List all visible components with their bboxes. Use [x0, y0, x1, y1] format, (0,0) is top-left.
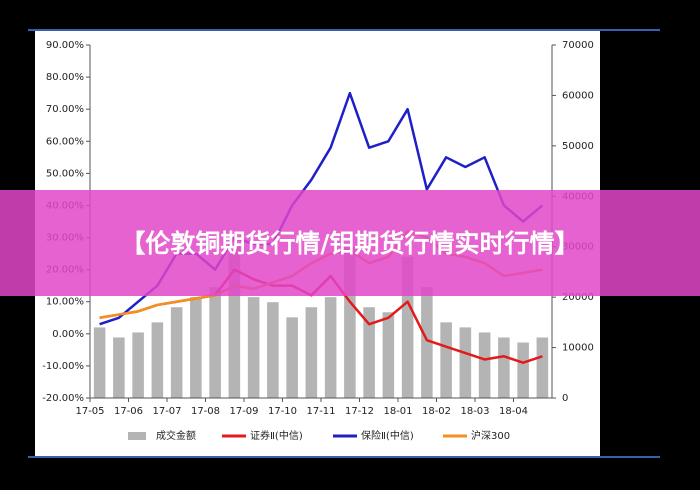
- bar: [247, 297, 260, 398]
- bar: [324, 297, 337, 398]
- bar: [190, 297, 202, 398]
- x-tick-label: 17-05: [75, 406, 104, 417]
- bar: [478, 332, 491, 398]
- y-tick-label: 90.00%: [46, 40, 84, 51]
- bar: [151, 322, 164, 398]
- y2-tick-label: 70000: [562, 40, 594, 51]
- bar: [459, 327, 472, 398]
- y-tick-label: 70.00%: [46, 104, 84, 115]
- y-tick-label: 50.00%: [46, 168, 84, 179]
- banner: 【伦敦铜期货行情/钼期货行情实时行情】: [0, 190, 700, 296]
- banner-text: 【伦敦铜期货行情/钼期货行情实时行情】: [120, 228, 580, 258]
- x-tick-label: 17-08: [191, 406, 220, 417]
- bar: [305, 307, 318, 398]
- x-tick-label: 17-12: [345, 406, 374, 417]
- bar: [440, 322, 452, 398]
- y2-tick-label: 50000: [562, 141, 594, 152]
- x-tick-label: 17-09: [229, 406, 258, 417]
- bar: [401, 256, 414, 398]
- x-tick-label: 18-01: [383, 406, 412, 417]
- bar: [536, 337, 549, 398]
- x-tick-label: 17-06: [114, 406, 143, 417]
- y-tick-label: 80.00%: [46, 72, 84, 83]
- bar: [517, 342, 529, 398]
- bar: [286, 317, 298, 398]
- legend-label: 保险Ⅱ(中信): [361, 429, 414, 442]
- bar: [344, 246, 356, 398]
- y-tick-label: -20.00%: [42, 393, 84, 404]
- x-tick-label: 18-02: [422, 406, 451, 417]
- bar: [170, 307, 183, 398]
- x-tick-label: 17-07: [152, 406, 181, 417]
- x-tick-label: 18-04: [499, 406, 528, 417]
- x-tick-label: 17-10: [268, 406, 297, 417]
- x-tick-label: 18-03: [460, 406, 489, 417]
- bar: [363, 307, 375, 398]
- y-tick-label: 0.00%: [52, 329, 84, 340]
- bar: [498, 337, 510, 398]
- legend-swatch: [128, 432, 146, 440]
- legend-label: 证券Ⅱ(中信): [250, 429, 303, 442]
- bar: [421, 287, 433, 398]
- x-tick-label: 17-11: [306, 406, 335, 417]
- bar: [209, 287, 221, 398]
- legend-label: 成交金额: [156, 429, 196, 442]
- y2-tick-label: 0: [562, 393, 568, 404]
- bar: [228, 246, 241, 398]
- bar: [113, 337, 125, 398]
- y2-tick-label: 10000: [562, 343, 594, 354]
- bar: [382, 312, 395, 398]
- legend-label: 沪深300: [471, 429, 510, 442]
- y2-tick-label: 20000: [562, 292, 594, 303]
- y-tick-label: 60.00%: [46, 136, 84, 147]
- y-tick-label: 10.00%: [46, 297, 84, 308]
- bar: [132, 332, 144, 398]
- bar: [93, 327, 106, 398]
- y-tick-label: -10.00%: [42, 361, 84, 372]
- bar: [267, 302, 279, 398]
- y2-tick-label: 60000: [562, 90, 594, 101]
